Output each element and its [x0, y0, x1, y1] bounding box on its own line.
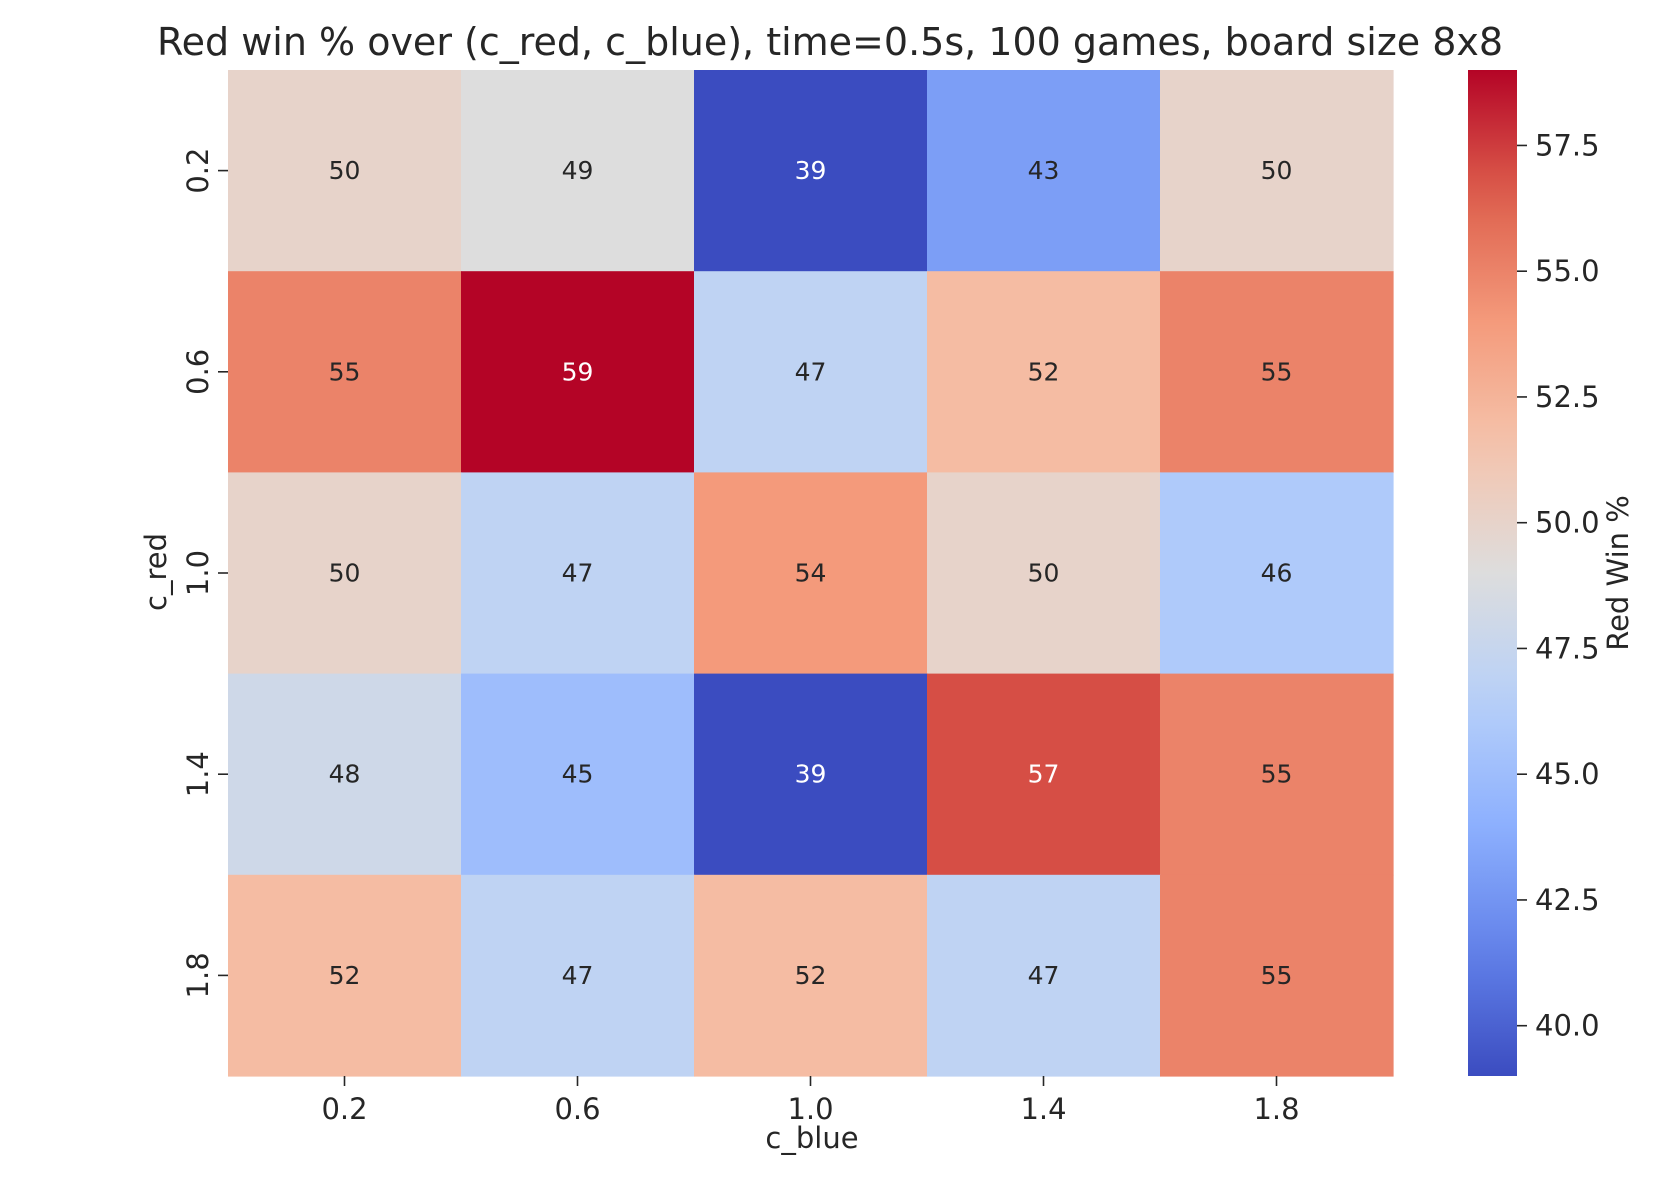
heatmap-cell: [927, 673, 1161, 876]
cell-value-label: 50: [1028, 559, 1060, 588]
heatmap-cell: [694, 271, 928, 473]
chart-title: Red win % over (c_red, c_blue), time=0.5…: [157, 20, 1503, 64]
cell-value-label: 39: [795, 156, 827, 185]
cell-value-label: 46: [1261, 559, 1293, 588]
heatmap-cell: [228, 472, 462, 675]
colorbar-tick-label: 52.5: [1535, 380, 1600, 414]
y-axis: 0.2 0.6 1.0 1.4 1.8: [181, 148, 228, 998]
colorbar-gradient: [1468, 70, 1517, 1076]
colorbar-tick-label: 47.5: [1535, 631, 1600, 665]
cell-value-label: 52: [795, 961, 827, 990]
cell-value-label: 55: [1261, 760, 1293, 789]
cell-value-label: 55: [1261, 357, 1293, 386]
cell-value-label: 47: [795, 357, 827, 386]
x-tick-label: 1.8: [1253, 1092, 1299, 1126]
heatmap-cell: [228, 673, 462, 876]
x-axis-label: c_blue: [765, 1121, 858, 1155]
heatmap-cell: [461, 70, 695, 272]
colorbar-tick-label: 40.0: [1535, 1009, 1600, 1043]
cell-value-label: 39: [795, 760, 827, 789]
heatmap-cell: [927, 472, 1161, 675]
cell-value-label: 59: [562, 357, 594, 386]
colorbar-tick-label: 57.5: [1535, 128, 1600, 162]
cell-value-label: 45: [562, 760, 594, 789]
heatmap-cell-labels: 50 49 39 43 50 55 59 47 52 55 50 47 54 50 46 48 45 39 57 55…: [329, 156, 1293, 990]
cell-value-label: 55: [329, 357, 361, 386]
heatmap-cell: [1160, 70, 1394, 272]
heatmap-cell: [927, 70, 1161, 272]
heatmap-cell: [461, 472, 695, 675]
x-tick-label: 1.4: [1020, 1092, 1066, 1126]
heatmap-cell: [461, 673, 695, 876]
cell-value-label: 47: [562, 961, 594, 990]
colorbar-tick-label: 55.0: [1535, 254, 1600, 288]
cell-value-label: 43: [1028, 156, 1060, 185]
cell-value-label: 57: [1028, 760, 1060, 789]
heatmap-cell: [694, 673, 928, 876]
cell-value-label: 54: [795, 559, 827, 588]
heatmap-cell: [694, 70, 928, 272]
colorbar-tick-label: 42.5: [1535, 883, 1600, 917]
y-tick-label: 1.0: [181, 550, 215, 596]
cell-value-label: 49: [562, 156, 594, 185]
cell-value-label: 47: [562, 559, 594, 588]
cell-value-label: 47: [1028, 961, 1060, 990]
colorbar-ticks: 40.0 42.5 45.0 47.5 50.0 52.5 55.0 57.5: [1517, 128, 1600, 1043]
heatmap-cell: [927, 271, 1161, 473]
cell-value-label: 55: [1261, 961, 1293, 990]
heatmap-cell: [694, 472, 928, 675]
heatmap-cell: [461, 874, 695, 1077]
cell-value-label: 52: [1028, 357, 1060, 386]
x-tick-label: 0.2: [321, 1092, 367, 1126]
colorbar-tick-label: 45.0: [1535, 757, 1600, 791]
colorbar-tick-label: 50.0: [1535, 506, 1600, 540]
heatmap-cell: [1160, 472, 1394, 675]
y-axis-label: c_red: [139, 533, 173, 611]
heatmap-cell: [927, 874, 1161, 1077]
x-tick-label: 1.0: [787, 1092, 833, 1126]
cell-value-label: 52: [329, 961, 361, 990]
x-tick-label: 0.6: [554, 1092, 600, 1126]
heatmap-cell: [228, 70, 462, 272]
colorbar: 40.0 42.5 45.0 47.5 50.0 52.5 55.0 57.5 Red Win…: [1468, 70, 1635, 1076]
heatmap-cell: [228, 874, 462, 1077]
cell-value-label: 48: [329, 760, 361, 789]
colorbar-label: Red Win %: [1601, 495, 1635, 651]
heatmap-cell: [461, 271, 695, 473]
y-tick-label: 1.4: [181, 751, 215, 797]
cell-value-label: 50: [329, 559, 361, 588]
cell-value-label: 50: [329, 156, 361, 185]
heatmap-cell: [694, 874, 928, 1077]
y-tick-label: 0.2: [181, 148, 215, 194]
heatmap-cells: [228, 70, 1394, 1077]
x-axis: 0.2 0.6 1.0 1.4 1.8: [321, 1076, 1300, 1126]
cell-value-label: 50: [1261, 156, 1293, 185]
y-tick-label: 0.6: [181, 349, 215, 395]
heatmap-cell: [1160, 673, 1394, 876]
heatmap-cell: [1160, 874, 1394, 1077]
heatmap-cell: [228, 271, 462, 473]
y-tick-label: 1.8: [181, 952, 215, 998]
heatmap-cell: [1160, 271, 1394, 473]
